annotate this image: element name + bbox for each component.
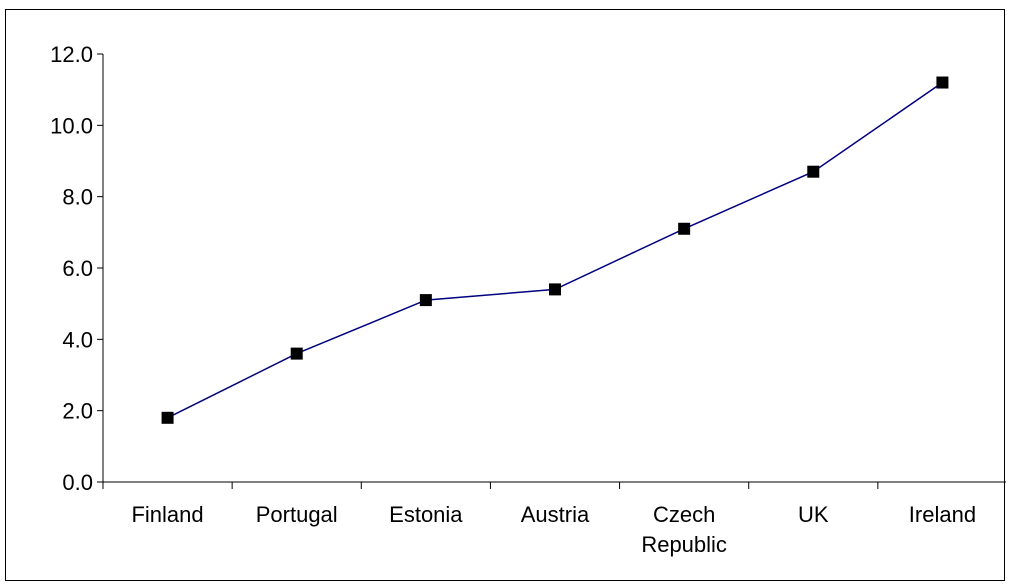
chart-area: 0.0 2.0 4.0 6.0 8.0 10.0 12.0 Finland Portugal E… (5, 9, 1006, 581)
x-tick-label: UK (798, 502, 829, 527)
y-tick-label: 0.0 (62, 470, 93, 495)
data-point-marker (807, 165, 820, 178)
x-tick-label: Ireland (909, 502, 976, 527)
y-tick-label: 8.0 (62, 185, 93, 210)
y-tick-label: 4.0 (62, 327, 93, 352)
y-tick-label: 12.0 (50, 42, 93, 67)
line-chart: 0.0 2.0 4.0 6.0 8.0 10.0 12.0 Finland Portugal E… (50, 42, 1006, 557)
x-tick-label: Czech Republic (641, 502, 727, 557)
x-tick-label: Finland (131, 502, 203, 527)
data-point-marker (290, 347, 303, 360)
x-tick-label: Austria (521, 502, 590, 527)
x-tick-label: Portugal (256, 502, 338, 527)
data-point-marker (678, 222, 691, 235)
data-point-marker (161, 411, 174, 424)
series-group (161, 76, 949, 424)
y-tick-label: 2.0 (62, 399, 93, 424)
x-tick-label: Estonia (389, 502, 463, 527)
data-point-marker (549, 283, 561, 296)
data-point-marker (936, 76, 949, 89)
x-axis-ticks: Finland Portugal Estonia Austria Czech Republ… (102, 482, 976, 557)
series-line (167, 81, 943, 419)
y-tick-label: 10.0 (50, 113, 93, 138)
y-axis-ticks: 0.0 2.0 4.0 6.0 8.0 10.0 12.0 (50, 42, 103, 495)
axes (102, 54, 1006, 483)
data-point-marker (419, 294, 432, 307)
y-tick-label: 6.0 (62, 256, 93, 281)
